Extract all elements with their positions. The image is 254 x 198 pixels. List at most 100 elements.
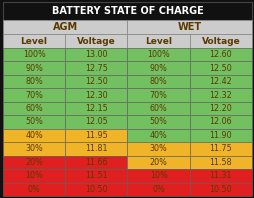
Bar [3,61,65,75]
Text: 10.50: 10.50 [209,185,231,194]
Bar [189,142,251,156]
Bar [3,183,65,196]
Text: 11.95: 11.95 [85,131,107,140]
Text: 10%: 10% [149,171,167,180]
Bar [3,115,65,129]
Text: 12.06: 12.06 [209,117,231,127]
Bar [127,183,189,196]
Text: 60%: 60% [25,104,43,113]
Text: 12.50: 12.50 [85,77,107,86]
Text: 12.20: 12.20 [209,104,231,113]
Text: WET: WET [177,22,201,32]
Text: 12.50: 12.50 [209,64,231,73]
Text: BATTERY STATE OF CHARGE: BATTERY STATE OF CHARGE [51,6,203,16]
Bar [189,88,251,102]
Bar [189,169,251,183]
Bar [127,75,189,88]
Text: 50%: 50% [149,117,167,127]
Text: 60%: 60% [149,104,167,113]
Bar [127,115,189,129]
Text: Level: Level [21,36,47,46]
Text: 0%: 0% [28,185,40,194]
Text: 12.05: 12.05 [85,117,107,127]
Text: AGM: AGM [53,22,77,32]
Text: 80%: 80% [25,77,43,86]
Text: 11.51: 11.51 [85,171,107,180]
Bar [65,102,127,115]
Bar [3,2,251,20]
Text: 11.58: 11.58 [209,158,231,167]
Bar [189,183,251,196]
Text: 11.75: 11.75 [209,144,231,153]
Bar [189,48,251,61]
Bar [3,88,65,102]
Bar [65,183,127,196]
Bar [3,156,65,169]
Bar [65,142,127,156]
Bar [65,75,127,88]
Bar [189,75,251,88]
Text: 20%: 20% [25,158,43,167]
Text: 12.75: 12.75 [85,64,107,73]
Bar [3,75,65,88]
Bar [189,156,251,169]
Text: 90%: 90% [149,64,167,73]
Text: 90%: 90% [25,64,43,73]
Bar [65,115,127,129]
Bar [127,129,189,142]
Text: 12.42: 12.42 [209,77,231,86]
Bar [127,88,189,102]
Text: 40%: 40% [149,131,167,140]
Bar [127,102,189,115]
Bar [65,34,127,48]
Bar [65,129,127,142]
Text: Level: Level [145,36,171,46]
Bar [127,61,189,75]
Text: 50%: 50% [25,117,43,127]
Bar [127,34,189,48]
Bar [65,156,127,169]
Text: 12.32: 12.32 [209,91,231,100]
Bar [3,169,65,183]
Bar [65,48,127,61]
Text: 70%: 70% [25,91,43,100]
Bar [3,142,65,156]
Bar [189,102,251,115]
Bar [189,34,251,48]
Bar [3,20,127,34]
Bar [189,115,251,129]
Text: 12.30: 12.30 [85,91,107,100]
Bar [3,34,65,48]
Text: 20%: 20% [149,158,167,167]
Text: 30%: 30% [149,144,167,153]
Bar [127,142,189,156]
Text: 12.60: 12.60 [209,50,231,59]
Bar [127,20,251,34]
Bar [65,88,127,102]
Text: 11.31: 11.31 [209,171,231,180]
Text: 13.00: 13.00 [85,50,107,59]
Text: 30%: 30% [25,144,43,153]
Text: 100%: 100% [23,50,45,59]
Text: Voltage: Voltage [77,36,115,46]
Text: Voltage: Voltage [201,36,239,46]
Bar [3,102,65,115]
Text: 11.66: 11.66 [85,158,107,167]
Bar [127,48,189,61]
Bar [127,156,189,169]
Text: 12.15: 12.15 [85,104,107,113]
Text: 80%: 80% [149,77,167,86]
Text: 10%: 10% [25,171,43,180]
Text: 100%: 100% [147,50,169,59]
Bar [189,129,251,142]
Bar [3,129,65,142]
Text: 11.81: 11.81 [85,144,107,153]
Bar [189,61,251,75]
Text: 11.90: 11.90 [209,131,231,140]
Text: 70%: 70% [149,91,167,100]
Text: 40%: 40% [25,131,43,140]
Text: 10.50: 10.50 [85,185,107,194]
Bar [3,48,65,61]
Bar [65,169,127,183]
Text: 0%: 0% [152,185,164,194]
